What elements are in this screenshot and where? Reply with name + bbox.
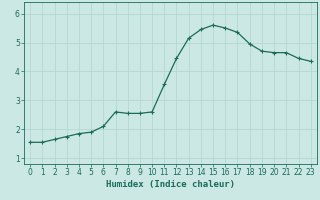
X-axis label: Humidex (Indice chaleur): Humidex (Indice chaleur) <box>106 180 235 189</box>
